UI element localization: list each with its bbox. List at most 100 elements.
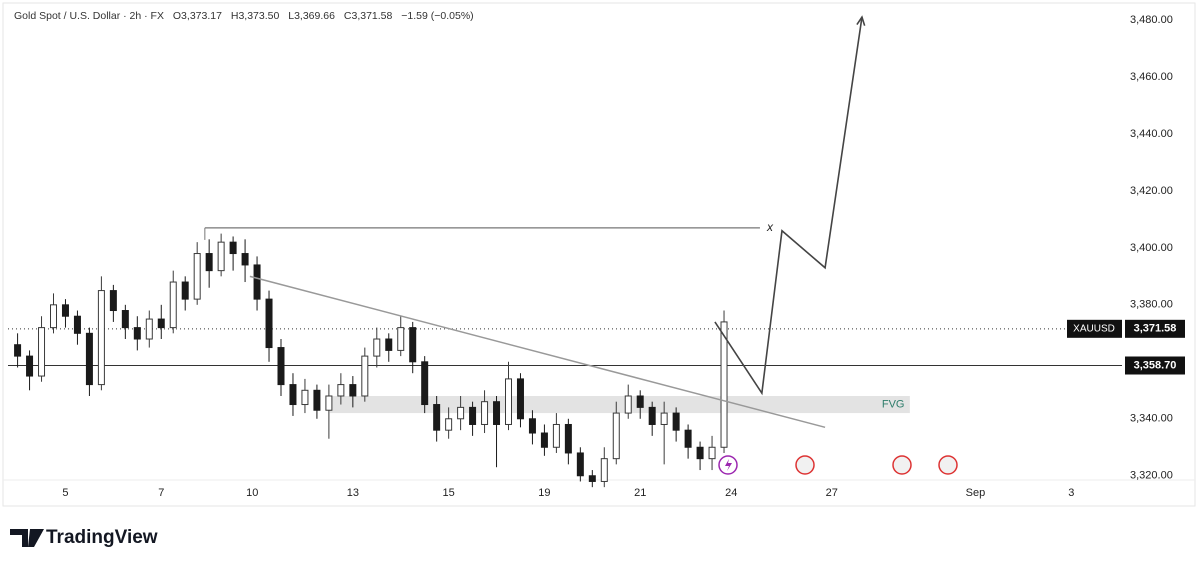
candle-body [481, 401, 489, 425]
event-icon[interactable] [938, 455, 958, 475]
candle-body [265, 298, 273, 349]
y-tick-label: 3,400.00 [1130, 242, 1173, 254]
candle-body [181, 281, 189, 300]
x-tick-label: 19 [538, 487, 550, 499]
y-tick-label: 3,440.00 [1130, 128, 1173, 140]
candle-body [636, 395, 644, 408]
candle-body [38, 327, 46, 377]
x-tick-label: 21 [634, 487, 646, 499]
ohlc-close: C3,371.58 [343, 10, 393, 22]
candle-body [373, 338, 381, 357]
candle-body [337, 384, 345, 397]
candle-body [648, 406, 656, 425]
candle-body [14, 344, 22, 357]
x-tick-label: 27 [826, 487, 838, 499]
x-tick-label: 5 [62, 487, 68, 499]
brand-logo [10, 529, 44, 547]
event-icon-glyph [725, 459, 732, 471]
candle-body [696, 446, 704, 460]
candle-body [516, 378, 524, 420]
x-tick-label: 3 [1068, 487, 1074, 499]
candle-body [660, 412, 668, 425]
ohlc-change: −1.59 (−0.05%) [401, 10, 474, 22]
candle-body [552, 423, 560, 448]
candle-body [85, 332, 93, 386]
projection-arrowhead [856, 15, 866, 26]
ohlc-open: O3,373.17 [172, 10, 222, 22]
y-tick-label: 3,420.00 [1130, 185, 1173, 197]
candle-body [409, 327, 417, 363]
candle-body [361, 355, 369, 397]
candle-body [433, 404, 441, 431]
candle-body [205, 253, 213, 272]
candle-body [540, 432, 548, 448]
candle-body [720, 321, 728, 448]
candle-body [26, 355, 34, 377]
candle-body [157, 318, 165, 329]
price-tag [1125, 319, 1185, 338]
candle-body [289, 384, 297, 406]
candle-body [457, 406, 465, 420]
event-icon[interactable] [795, 455, 815, 475]
y-tick-label: 3,320.00 [1130, 470, 1173, 482]
x-tick-label: 15 [443, 487, 455, 499]
price-tag [1125, 356, 1185, 375]
price-tag-label: 3,358.70 [1134, 359, 1177, 371]
price-tag-label: 3,371.58 [1134, 323, 1177, 335]
fvg-zone [329, 395, 910, 414]
ohlc-high: H3,373.50 [230, 10, 280, 22]
projection-path [714, 16, 863, 396]
header: Gold Spot / U.S. Dollar · 2h · FX O3,373… [14, 10, 480, 22]
symbol-title: Gold Spot / U.S. Dollar · 2h · FX [14, 10, 164, 22]
y-tick-label: 3,340.00 [1130, 413, 1173, 425]
symbol-tag [1067, 319, 1122, 338]
candle-body [193, 253, 201, 300]
candle-body [708, 446, 716, 460]
event-icons [718, 455, 958, 475]
resistance-label: x [766, 220, 774, 234]
candle-body [121, 310, 129, 329]
candle-body [505, 378, 512, 425]
candle-body [50, 304, 57, 329]
candle-body [349, 384, 357, 397]
y-tick-label: 3,380.00 [1130, 299, 1173, 311]
candle-body [528, 418, 536, 434]
candle-body [61, 304, 69, 317]
candle-body [397, 327, 405, 351]
fvg-label: FVG [882, 398, 905, 410]
candle-body [229, 241, 237, 255]
candle-body [469, 406, 477, 425]
candle-body [421, 361, 429, 406]
symbol-tag-label: XAUUSD [1073, 323, 1115, 334]
x-tick-label: 7 [158, 487, 164, 499]
chart-frame [2, 2, 1196, 507]
candle-body [624, 395, 632, 414]
candle-body [493, 401, 501, 425]
candle-body [97, 290, 105, 386]
candle-body [612, 412, 620, 460]
x-tick-label: Sep [966, 487, 986, 499]
y-tick-label: 3,480.00 [1130, 14, 1173, 26]
candle-body [313, 389, 321, 411]
candle-body [277, 347, 285, 386]
event-icon[interactable] [892, 455, 912, 475]
candle-body [672, 412, 680, 431]
brand-name: TradingView [46, 527, 158, 548]
x-tick-label: 24 [725, 487, 737, 499]
candle-body [600, 458, 608, 482]
candle-body [73, 315, 81, 334]
x-tick-label: 10 [246, 487, 258, 499]
candle-body [169, 281, 177, 329]
candle-body [325, 395, 333, 411]
x-tick-label: 13 [347, 487, 359, 499]
trendline [249, 275, 826, 429]
candle-body [217, 241, 225, 272]
ohlc-low: L3,369.66 [288, 10, 335, 22]
candle-body [109, 290, 117, 312]
candle-body [145, 318, 153, 340]
candle-body [385, 338, 393, 351]
candle-body [684, 429, 692, 448]
candle-body [588, 475, 596, 482]
